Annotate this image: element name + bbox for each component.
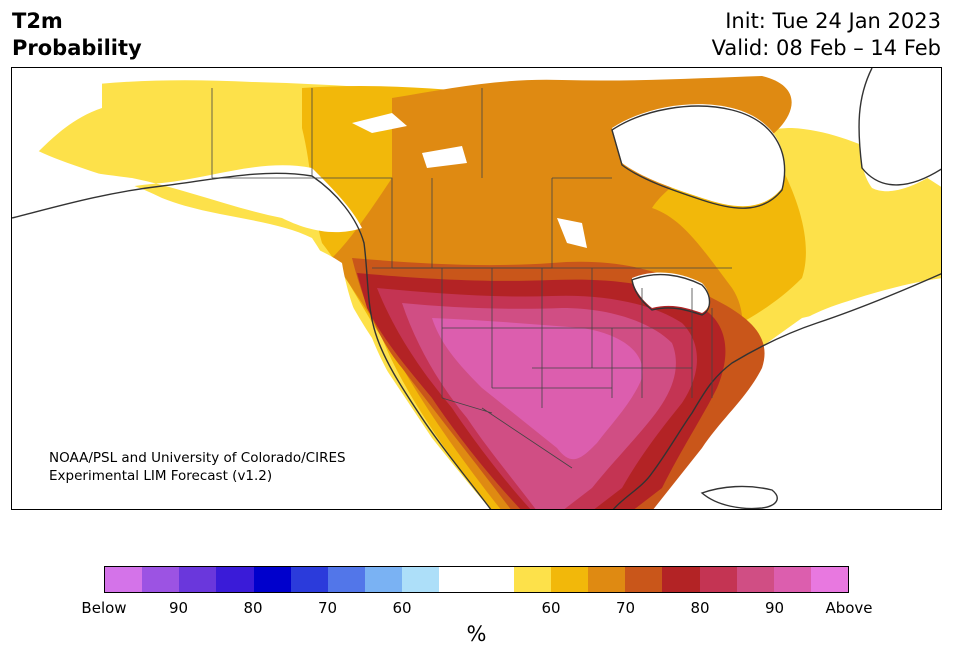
- colorbar-swatch: [476, 567, 514, 592]
- colorbar-swatch: [105, 567, 143, 592]
- colorbar-swatch: [513, 567, 551, 592]
- colorbar-swatch: [179, 567, 217, 592]
- colorbar-swatch: [810, 567, 849, 592]
- init-date: Init: Tue 24 Jan 2023: [725, 9, 941, 33]
- state-borders: [211, 88, 732, 469]
- tick-label-below-90: 90: [168, 599, 189, 617]
- attribution: NOAA/PSL and University of Colorado/CIRE…: [49, 449, 346, 485]
- colorbar-swatch: [662, 567, 700, 592]
- colorbar-swatch: [699, 567, 737, 592]
- tick-label-above-70: 70: [615, 599, 636, 617]
- tick-label-above: Above: [825, 599, 873, 617]
- colorbar-swatch: [550, 567, 589, 592]
- colorbar-tick-labels: Below 90 80 70 60 60 70 80 90 Above: [81, 599, 872, 619]
- tick-label-above-80: 80: [690, 599, 710, 617]
- hudson-bay: [612, 104, 785, 207]
- tick-label-above-60: 60: [541, 599, 561, 617]
- pacific-ocean: [12, 223, 491, 509]
- colorbar-swatch: [327, 567, 366, 592]
- colorbar-unit-label: %: [466, 622, 487, 646]
- colorbar-swatch: [253, 567, 291, 592]
- colorbar-swatch: [216, 567, 254, 592]
- great-lakes: [632, 272, 710, 313]
- coastlines: [12, 68, 941, 509]
- alaska-west: [12, 68, 362, 233]
- colorbar-swatch: [736, 567, 774, 592]
- arctic-lakes: [352, 113, 587, 248]
- map-canvas: [12, 68, 941, 509]
- atlantic-ocean: [692, 278, 941, 509]
- probability-colorbar: [104, 566, 849, 593]
- colorbar-swatch: [625, 567, 663, 592]
- colorbar-swatch: [290, 567, 328, 592]
- attribution-line-2: Experimental LIM Forecast (v1.2): [49, 468, 273, 484]
- attribution-line-1: NOAA/PSL and University of Colorado/CIRE…: [49, 450, 346, 466]
- tick-label-below-80: 80: [243, 599, 263, 617]
- map-title: T2m Probability: [12, 8, 142, 62]
- colorbar-swatch: [365, 567, 403, 592]
- valid-date-range: Valid: 08 Feb – 14 Feb: [711, 36, 941, 60]
- region-above-95: [432, 318, 643, 460]
- colorbar-swatch: [142, 567, 180, 592]
- title-line-variable: T2m: [12, 9, 63, 33]
- forecast-map: [11, 67, 942, 510]
- greenland-region: [859, 68, 941, 192]
- title-line-probability: Probability: [12, 36, 142, 60]
- tick-label-below-70: 70: [317, 599, 338, 617]
- colorbar-swatch: [439, 567, 477, 592]
- tick-label-below-60: 60: [392, 599, 412, 617]
- tick-label-below: Below: [81, 599, 127, 617]
- colorbar-swatch: [588, 567, 626, 592]
- colorbar-swatch: [773, 567, 811, 592]
- tick-label-above-90: 90: [764, 599, 785, 617]
- colorbar-swatch: [402, 567, 440, 592]
- forecast-dates: Init: Tue 24 Jan 2023 Valid: 08 Feb – 14…: [712, 8, 941, 62]
